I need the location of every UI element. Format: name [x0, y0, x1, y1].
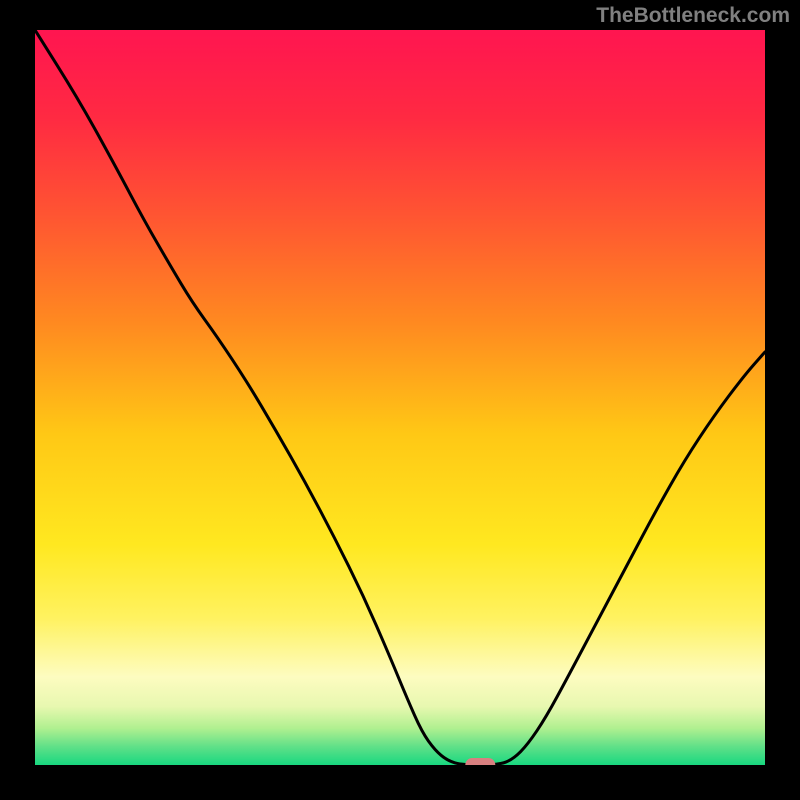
plot-svg	[35, 30, 765, 765]
chart-container: TheBottleneck.com	[0, 0, 800, 800]
plot-background	[35, 30, 765, 765]
watermark-text: TheBottleneck.com	[596, 4, 790, 28]
optimal-marker	[465, 758, 495, 765]
